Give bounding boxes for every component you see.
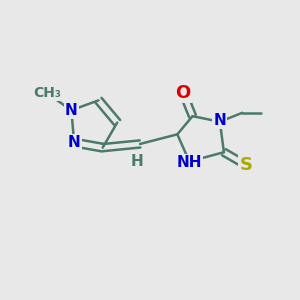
Text: NH: NH xyxy=(177,155,202,170)
Text: H: H xyxy=(131,154,143,169)
Text: CH₃: CH₃ xyxy=(33,86,61,100)
Text: N: N xyxy=(65,103,78,118)
Text: N: N xyxy=(214,113,226,128)
Text: N: N xyxy=(68,135,81,150)
Text: O: O xyxy=(176,84,191,102)
Text: S: S xyxy=(239,156,252,174)
